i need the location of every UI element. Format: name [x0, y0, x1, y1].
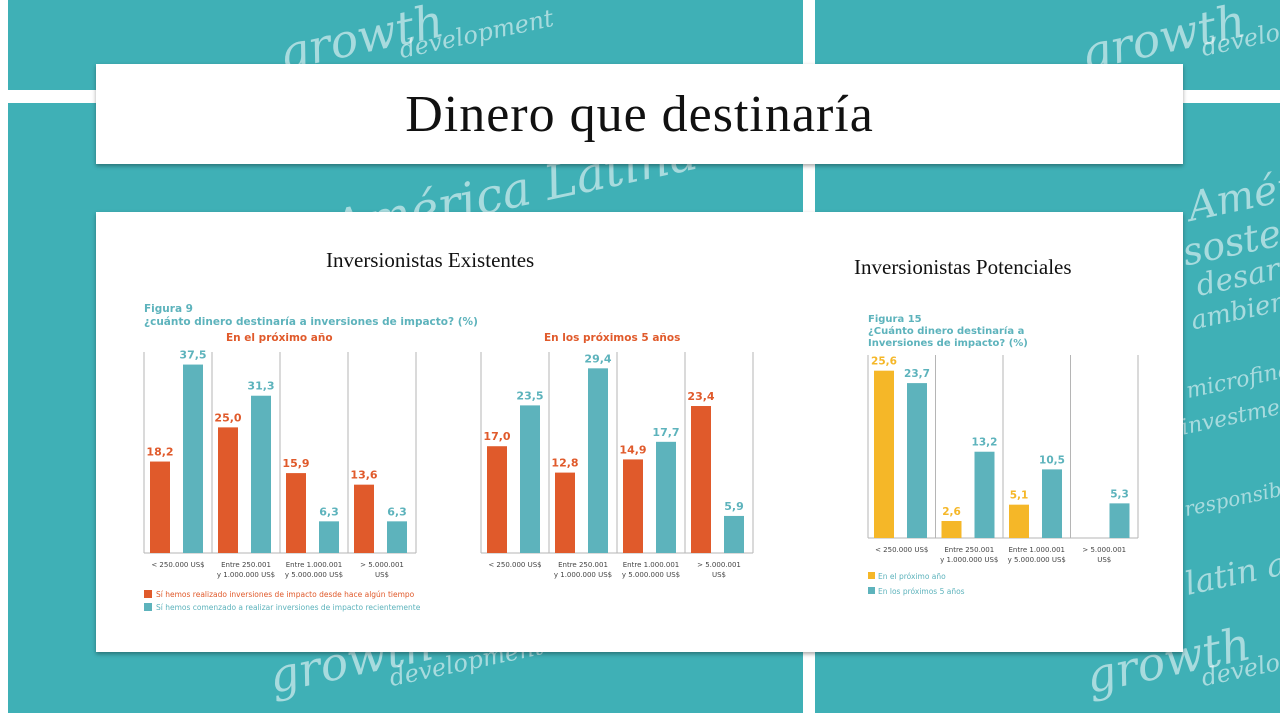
chart-9a-subtitle: En el próximo año	[226, 332, 333, 344]
existing-investors-heading: Inversionistas Existentes	[326, 248, 535, 272]
category-label: Entre 250.001	[558, 561, 608, 569]
bar	[874, 370, 894, 538]
bar-value-label: 10,5	[1039, 454, 1065, 466]
bar	[183, 364, 203, 553]
legend-swatch	[144, 603, 152, 611]
category-label: y 1.000.000 US$	[554, 571, 612, 579]
bar-value-label: 23,4	[687, 390, 714, 403]
bar-value-label: 13,2	[972, 437, 998, 449]
figure-15-question-1: ¿Cuánto dinero destinaría a	[868, 325, 1024, 337]
category-label: y 1.000.000 US$	[940, 556, 998, 564]
bar	[724, 515, 744, 553]
bar-value-label: 13,6	[350, 469, 377, 482]
background-word: responsibility	[1182, 468, 1280, 522]
bar	[623, 459, 643, 553]
bar	[555, 472, 575, 553]
figure-15-label: Figura 15	[868, 314, 922, 325]
bar	[319, 521, 339, 553]
category-label: US$	[712, 571, 726, 579]
slide-title: Dinero que destinaría	[405, 85, 874, 143]
category-label: Entre 250.001	[221, 561, 271, 569]
category-label: Entre 1.000.001	[286, 561, 343, 569]
category-label: Entre 1.000.001	[623, 561, 680, 569]
bar-value-label: 15,9	[282, 457, 309, 470]
bar	[656, 441, 676, 553]
figure-9-chart: Figura 9 ¿cuánto dinero destinaría a inv…	[143, 303, 754, 612]
legend-swatch	[868, 572, 875, 579]
legend-swatch	[868, 587, 875, 594]
bar	[1042, 469, 1062, 538]
bar	[218, 427, 238, 553]
potential-investors-heading: Inversionistas Potenciales	[854, 255, 1072, 279]
legend-label: Sí hemos comenzado a realizar inversione…	[156, 603, 421, 612]
bar	[588, 368, 608, 553]
category-label: y 5.000.000 US$	[1008, 556, 1066, 564]
bar-value-label: 12,8	[551, 457, 578, 470]
bar-value-label: 17,7	[652, 426, 679, 439]
bar	[520, 405, 540, 553]
bar	[941, 521, 962, 538]
bar-value-label: 31,3	[247, 380, 274, 393]
bar-value-label: 29,4	[584, 352, 611, 365]
bar-value-label: 25,6	[871, 356, 897, 368]
bar	[251, 395, 271, 553]
figure-15-question-2: Inversiones de impacto? (%)	[868, 338, 1028, 349]
category-label: Entre 250.001	[944, 546, 994, 554]
category-label: > 5.000.001	[697, 561, 741, 569]
category-label: Entre 1.000.001	[1009, 546, 1066, 554]
category-label: > 5.000.001	[360, 561, 404, 569]
content-panel: Inversionistas Existentes Inversionistas…	[96, 212, 1183, 652]
bar	[354, 484, 374, 553]
bar	[286, 473, 306, 553]
bar	[487, 446, 507, 553]
bar	[150, 461, 170, 553]
legend-label: En el próximo año	[878, 572, 946, 581]
bar	[1109, 503, 1130, 538]
bar	[387, 521, 407, 553]
bar-value-label: 18,2	[146, 446, 173, 459]
figure-9-label: Figura 9	[144, 303, 193, 315]
bar-value-label: 23,5	[516, 389, 543, 402]
figure-9-question: ¿cuánto dinero destinaría a inversiones …	[144, 316, 478, 328]
category-label: > 5.000.001	[1082, 546, 1126, 554]
bar-value-label: 5,1	[1010, 490, 1029, 502]
background-word: latin america	[1181, 521, 1280, 603]
bar	[1009, 504, 1029, 538]
bar-value-label: 5,9	[724, 500, 744, 513]
category-label: y 1.000.000 US$	[217, 571, 275, 579]
bar-value-label: 37,5	[179, 349, 206, 362]
bar-value-label: 25,0	[214, 411, 241, 424]
category-label: y 5.000.000 US$	[285, 571, 343, 579]
bar	[907, 383, 927, 538]
bar-value-label: 2,6	[942, 506, 961, 518]
bar	[974, 451, 995, 538]
category-label: y 5.000.000 US$	[622, 571, 680, 579]
bar	[691, 406, 711, 553]
bar-value-label: 5,3	[1110, 488, 1129, 500]
category-label: < 250.000 US$	[488, 561, 541, 569]
category-label: < 250.000 US$	[875, 546, 928, 554]
bar-value-label: 6,3	[319, 505, 339, 518]
legend-label: Sí hemos realizado inversiones de impact…	[156, 590, 415, 599]
background-word: microfinanzas	[1184, 347, 1280, 404]
category-label: < 250.000 US$	[151, 561, 204, 569]
legend-swatch	[144, 590, 152, 598]
figure-15-chart: Figura 15 ¿Cuánto dinero destinaría a In…	[867, 314, 1139, 596]
category-label: US$	[375, 571, 389, 579]
category-label: US$	[1097, 556, 1111, 564]
title-box: Dinero que destinaría	[96, 64, 1183, 164]
bar-value-label: 17,0	[483, 430, 510, 443]
legend-label: En los próximos 5 años	[878, 587, 965, 596]
chart-9b-subtitle: En los próximos 5 años	[544, 332, 680, 344]
bar-value-label: 6,3	[387, 505, 407, 518]
bar-value-label: 23,7	[904, 368, 930, 380]
bar-value-label: 14,9	[619, 443, 646, 456]
